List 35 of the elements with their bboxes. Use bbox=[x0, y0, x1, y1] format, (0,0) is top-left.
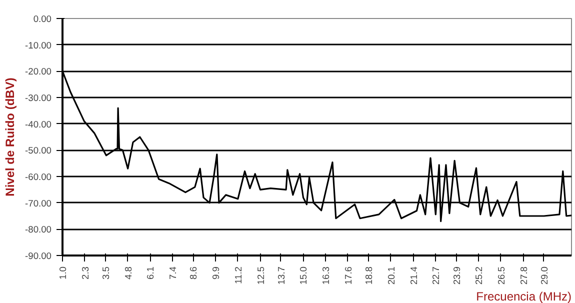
x-tick-label: 29.0 bbox=[539, 266, 550, 285]
x-tick-label: 23.9 bbox=[452, 266, 462, 285]
x-tick-label: 18.8 bbox=[364, 266, 374, 285]
x-tick-label: 17.6 bbox=[343, 266, 354, 285]
x-tick-label: 9.9 bbox=[211, 266, 222, 280]
x-tick-label: 12.5 bbox=[256, 266, 266, 285]
x-tick-label: 20.1 bbox=[386, 266, 396, 285]
x-tick-label: 26.5 bbox=[496, 266, 506, 285]
x-tick-label: 22.7 bbox=[431, 266, 442, 285]
y-tick-label: -10.00 bbox=[25, 40, 52, 50]
x-tick-label: 1.0 bbox=[58, 266, 68, 280]
x-tick-label: 11.2 bbox=[233, 266, 244, 284]
x-tick-label: 7.4 bbox=[168, 266, 178, 280]
x-axis-title: Frecuencia (MHz) bbox=[476, 290, 572, 303]
y-tick-label: -80.00 bbox=[25, 224, 52, 235]
y-tick-label: -30.00 bbox=[25, 93, 52, 103]
x-tick-label: 21.4 bbox=[408, 266, 419, 285]
y-tick-label: 0.00 bbox=[33, 14, 52, 24]
x-tick-label: 3.5 bbox=[100, 266, 111, 280]
y-tick-label: -90.00 bbox=[25, 251, 52, 261]
x-tick-label: 2.3 bbox=[80, 266, 90, 280]
x-tick-label: 16.3 bbox=[321, 266, 332, 285]
x-tick-label: 25.2 bbox=[474, 266, 484, 285]
y-tick-label: -40.00 bbox=[25, 119, 52, 130]
y-tick-label: -50.00 bbox=[25, 146, 52, 156]
x-tick-label: 4.8 bbox=[123, 266, 134, 280]
y-tick-label: -70.00 bbox=[25, 198, 52, 208]
x-tick-label: 15.0 bbox=[298, 266, 309, 285]
x-tick-label: 13.7 bbox=[276, 266, 286, 285]
x-tick-label: 27.8 bbox=[518, 266, 529, 285]
y-tick-label: -60.00 bbox=[25, 172, 52, 182]
y-axis-title: Nivel de Ruido (dBV) bbox=[3, 78, 18, 196]
x-tick-label: 8.6 bbox=[188, 266, 199, 280]
x-tick-label: 6.1 bbox=[146, 266, 156, 280]
y-tick-label: -20.00 bbox=[25, 66, 52, 77]
